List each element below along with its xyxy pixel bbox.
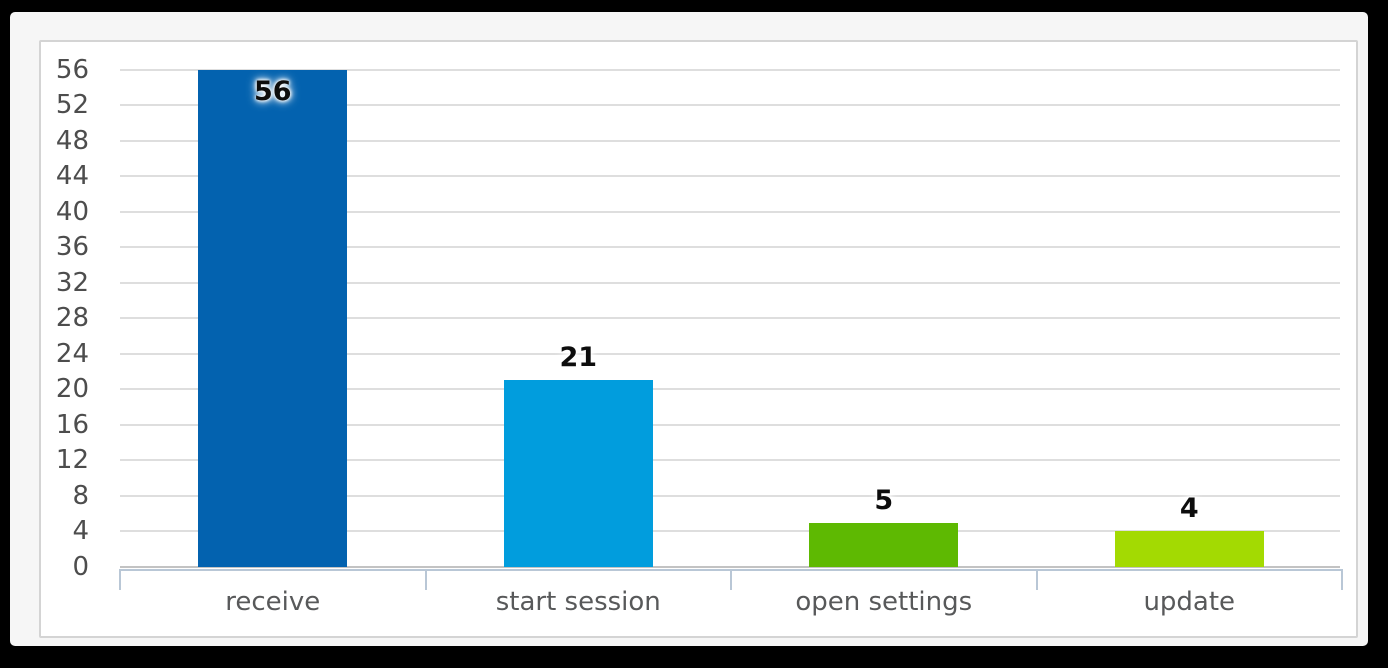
bar-value-label: 4 xyxy=(1179,493,1199,525)
bar-start-session[interactable] xyxy=(503,380,653,567)
y-axis-tick-label: 12 xyxy=(55,445,89,476)
y-axis-tick-label: 0 xyxy=(72,552,89,582)
page-card: 0 4 8 12 16 20 24 28 32 36 40 44 48 52 56 56 21 5 4 receive… xyxy=(10,12,1368,646)
y-axis-tick-label: 44 xyxy=(55,161,89,192)
y-axis-tick-label: 48 xyxy=(55,125,89,156)
grid-line xyxy=(120,68,1340,71)
x-axis-boundary-tick xyxy=(1341,569,1343,590)
y-axis-tick-label: 24 xyxy=(55,338,89,369)
grid-line xyxy=(120,388,1340,391)
x-axis-boundary-tick xyxy=(1035,569,1038,590)
grid-line xyxy=(120,494,1340,497)
zero-grid-line xyxy=(120,566,1340,568)
y-axis-tick-label: 16 xyxy=(55,409,89,440)
bar-value-label: 21 xyxy=(559,342,598,374)
y-axis-tick-label: 56 xyxy=(55,54,89,85)
y-axis-tick-label: 8 xyxy=(72,480,89,511)
y-axis-tick-label: 52 xyxy=(55,90,89,121)
x-category-label: update xyxy=(1143,587,1236,617)
bar-value-label: 5 xyxy=(874,484,894,516)
grid-line xyxy=(120,352,1340,355)
grid-line xyxy=(120,281,1340,284)
x-axis-boundary-tick xyxy=(119,569,121,590)
bar-receive[interactable] xyxy=(198,69,348,567)
x-axis-boundary-tick xyxy=(424,569,427,590)
grid-line xyxy=(120,104,1340,107)
y-axis-tick-label: 4 xyxy=(72,516,89,547)
bar-update[interactable] xyxy=(1114,531,1264,567)
y-axis-tick-label: 28 xyxy=(55,303,89,334)
grid-line xyxy=(120,175,1340,178)
bar-open-settings[interactable] xyxy=(809,522,959,567)
y-axis-tick-label: 40 xyxy=(55,196,89,227)
y-axis-tick-label: 20 xyxy=(55,374,89,405)
grid-line xyxy=(120,246,1340,249)
grid-line xyxy=(120,317,1340,320)
bar-value-label: 56 xyxy=(253,76,292,107)
x-category-label: open settings xyxy=(795,587,973,617)
y-axis-tick-label: 32 xyxy=(55,267,89,298)
grid-line xyxy=(120,423,1340,426)
x-category-label: start session xyxy=(495,587,661,617)
bar-chart-panel: 0 4 8 12 16 20 24 28 32 36 40 44 48 52 56 56 21 5 4 receive… xyxy=(39,40,1358,638)
grid-line xyxy=(120,139,1340,142)
x-category-label: receive xyxy=(225,587,321,617)
grid-line xyxy=(120,210,1340,213)
grid-line xyxy=(120,530,1340,533)
grid-line xyxy=(120,459,1340,462)
y-axis-tick-label: 36 xyxy=(55,232,89,263)
x-axis-boundary-tick xyxy=(730,569,732,590)
